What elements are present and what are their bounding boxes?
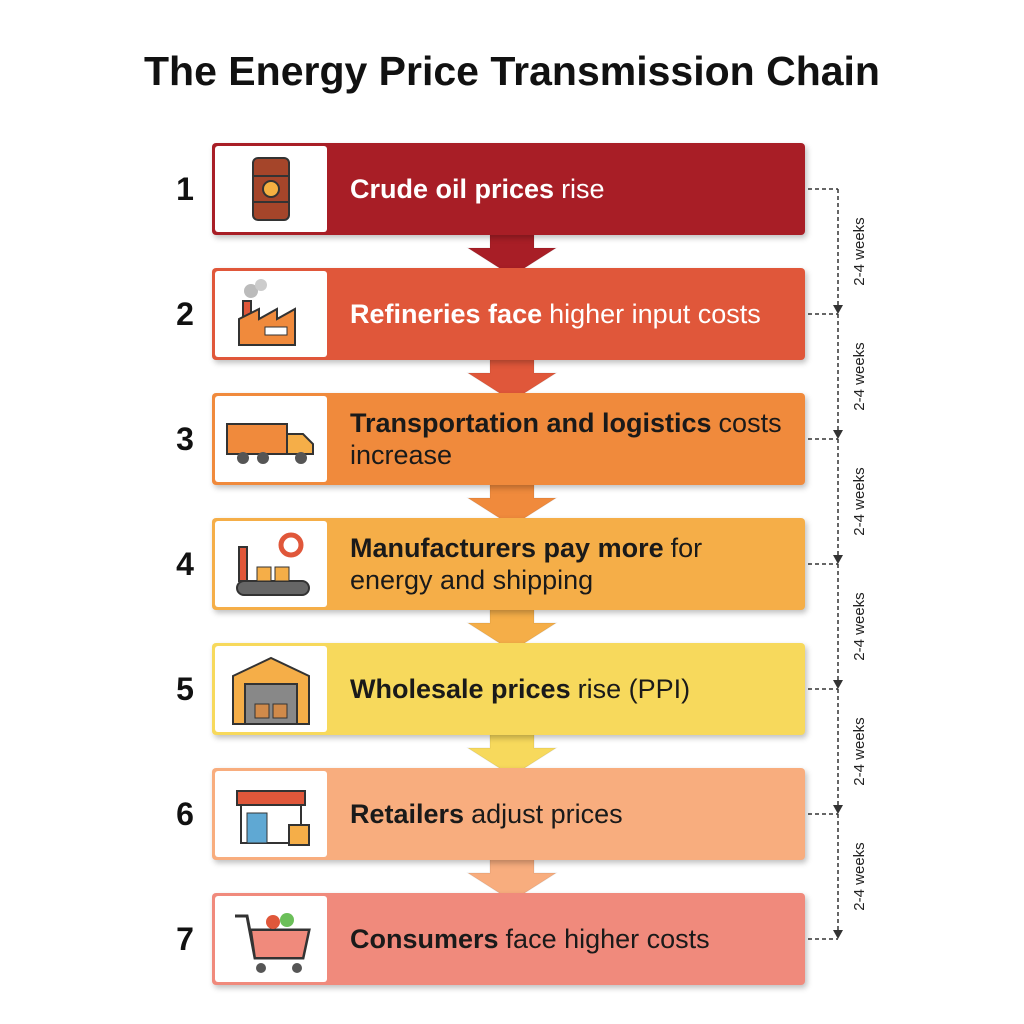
icon [226, 423, 314, 464]
icon [238, 279, 296, 346]
step-bold: Retailers [350, 799, 465, 829]
step-icon [215, 146, 327, 232]
step-bold: Manufacturers pay more [350, 533, 664, 563]
step-label: Retailers adjust prices [350, 798, 623, 830]
step-bold: Refineries face [350, 299, 543, 329]
step-icon [215, 771, 327, 857]
step-icon [215, 896, 327, 982]
timeline-arrow [833, 805, 843, 814]
step-icon [215, 271, 327, 357]
step-text: Retailers adjust prices [350, 768, 790, 860]
step-number: 3 [176, 421, 194, 457]
interval-label: 2-4 weeks [851, 217, 868, 285]
step-bold: Transportation and logistics [350, 408, 712, 438]
timeline-arrow [833, 680, 843, 689]
step-label: Manufacturers pay more for energy and shi… [350, 532, 790, 596]
icon [252, 157, 290, 221]
icon [235, 913, 311, 973]
step-text: Manufacturers pay more for energy and shi… [350, 518, 790, 610]
step-text: Refineries face higher input costs [350, 268, 790, 360]
step-rest: higher input costs [549, 299, 761, 329]
step-number: 2 [176, 296, 194, 332]
interval-label: 2-4 weeks [851, 592, 868, 660]
step-box: Crude oil prices rise [212, 143, 805, 235]
step-number: 1 [176, 171, 194, 207]
icon [236, 790, 310, 846]
step-bold: Wholesale prices [350, 674, 571, 704]
interval-label: 2-4 weeks [851, 717, 868, 785]
step-box: Consumers face higher costs [212, 893, 805, 985]
step-label: Wholesale prices rise (PPI) [350, 673, 690, 705]
timeline-arrow [833, 555, 843, 564]
step-rest: face higher costs [505, 924, 710, 954]
step-rest: for energy and shipping [350, 533, 703, 595]
step-label: Transportation and logistics costs increa… [350, 407, 790, 471]
step-icon [215, 521, 327, 607]
icon [232, 656, 310, 725]
timeline-arrow [833, 930, 843, 939]
step-box: Refineries face higher input costs [212, 268, 805, 360]
step-bold: Crude oil prices [350, 174, 555, 204]
step-bold: Consumers [350, 924, 499, 954]
interval-label: 2-4 weeks [851, 842, 868, 910]
step-rest: rise (PPI) [577, 674, 691, 704]
step-label: Crude oil prices rise [350, 173, 605, 205]
step-text: Crude oil prices rise [350, 143, 790, 235]
step-number: 6 [176, 796, 194, 832]
step-icon [215, 646, 327, 732]
step-rest: costs increase [350, 408, 782, 470]
step-box: Manufacturers pay more for energy and shi… [212, 518, 805, 610]
step-number: 7 [176, 921, 194, 957]
step-rest: adjust prices [471, 799, 623, 829]
step-icon [215, 396, 327, 482]
step-label: Refineries face higher input costs [350, 298, 761, 330]
step-box: Transportation and logistics costs increa… [212, 393, 805, 485]
icon [236, 532, 310, 596]
step-number: 4 [176, 546, 194, 582]
step-box: Wholesale prices rise (PPI) [212, 643, 805, 735]
timeline-arrow [833, 430, 843, 439]
interval-label: 2-4 weeks [851, 342, 868, 410]
step-box: Retailers adjust prices [212, 768, 805, 860]
step-text: Consumers face higher costs [350, 893, 790, 985]
step-rest: rise [561, 174, 605, 204]
interval-label: 2-4 weeks [851, 467, 868, 535]
step-label: Consumers face higher costs [350, 923, 710, 955]
timeline-arrow [833, 305, 843, 314]
step-text: Wholesale prices rise (PPI) [350, 643, 790, 735]
title: The Energy Price Transmission Chain [144, 48, 880, 94]
step-text: Transportation and logistics costs increa… [350, 393, 790, 485]
step-number: 5 [176, 671, 194, 707]
